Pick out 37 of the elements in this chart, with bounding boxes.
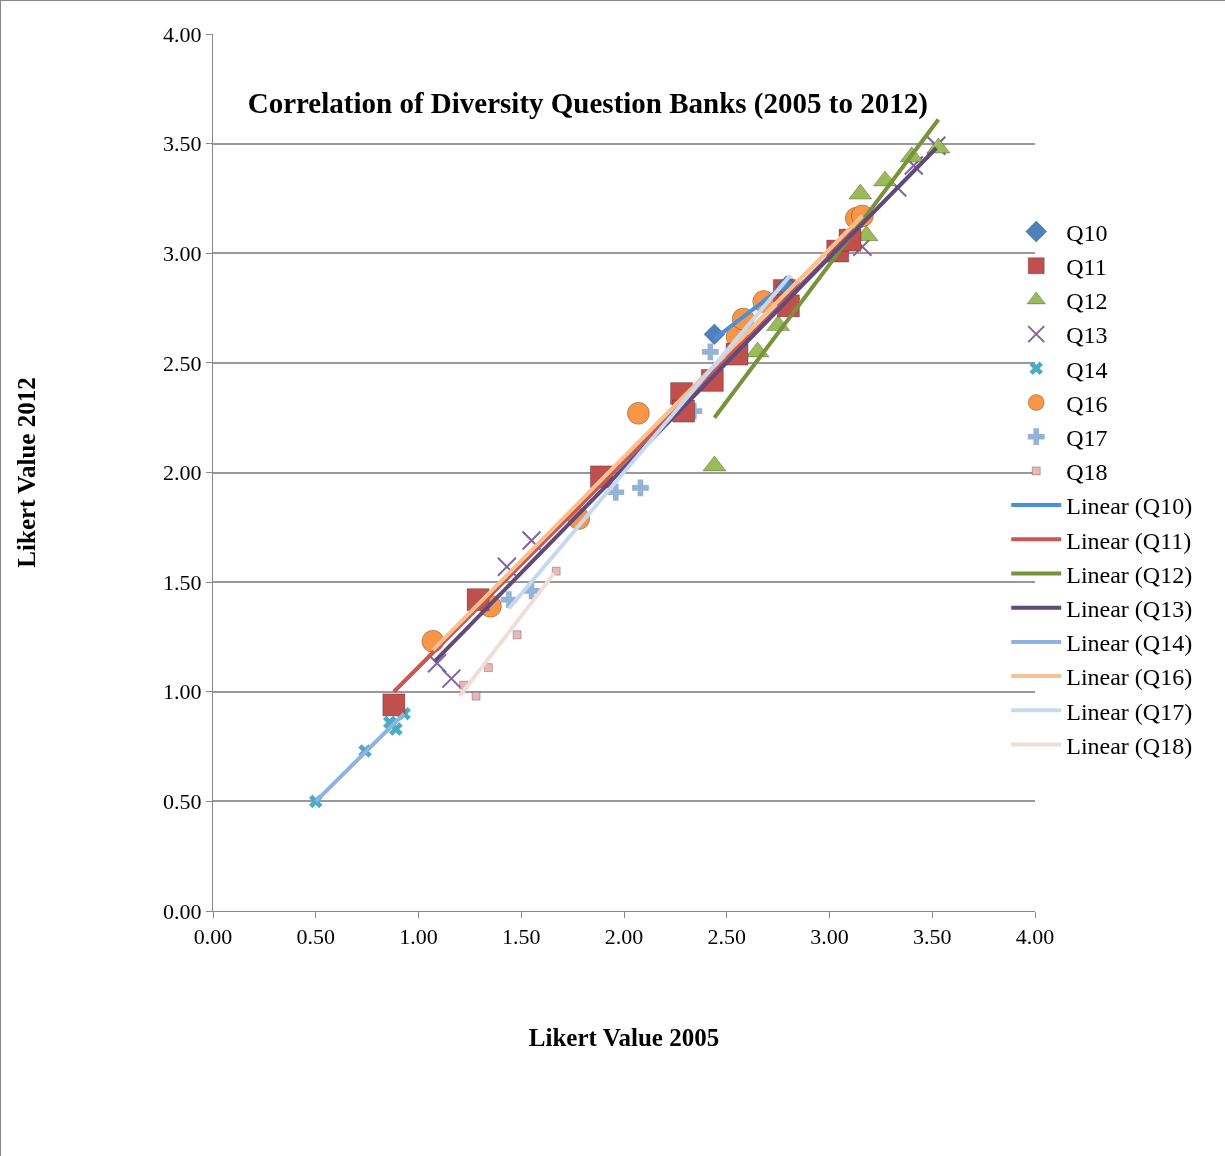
y-tick-label: 1.50 [163, 569, 202, 595]
legend-label: Q13 [1066, 322, 1108, 349]
legend-label: Linear (Q14) [1066, 630, 1193, 657]
x-axis-title: Likert Value 2005 [528, 1024, 720, 1052]
text: Correlation of Diversity Question Banks (2005 to 2012) [247, 86, 928, 120]
legend-label: Q18 [1066, 459, 1108, 486]
legend-label: Linear (Q11) [1066, 527, 1192, 554]
legend-label: Linear (Q13) [1066, 596, 1193, 623]
legend-label: Q11 [1066, 254, 1107, 281]
legend-label: Linear (Q16) [1066, 664, 1193, 691]
legend-label: Linear (Q10) [1066, 493, 1193, 520]
legend-label: Q10 [1066, 219, 1108, 246]
y-tick-label: 3.00 [163, 240, 202, 266]
legend-label: Linear (Q12) [1066, 561, 1193, 588]
y-tick-label: 1.00 [163, 679, 202, 705]
legend-label: Linear (Q17) [1066, 698, 1193, 725]
y-tick-label: 4.00 [163, 21, 202, 47]
legend-label: Linear (Q18) [1066, 732, 1193, 759]
y-tick-label: 2.00 [163, 460, 202, 486]
x-tick-label: 1.50 [502, 924, 541, 950]
legend-label: Q17 [1066, 425, 1108, 452]
x-tick-label: 3.00 [810, 924, 849, 950]
x-tick-label: 0.00 [193, 924, 233, 950]
legend-label: Q12 [1066, 288, 1108, 315]
x-tick-label: 1.00 [399, 924, 438, 950]
x-tick-label: 4.00 [1015, 924, 1055, 950]
x-tick-label: 2.50 [707, 924, 746, 950]
legend-label: Q16 [1066, 390, 1108, 417]
y-tick-label: 3.50 [163, 131, 202, 157]
y-tick-label: 2.50 [163, 350, 202, 376]
x-tick-label: 2.00 [604, 924, 644, 950]
x-tick-label: 3.50 [913, 924, 952, 950]
legend-label: Q14 [1066, 356, 1108, 383]
y-tick-label: 0.00 [163, 898, 202, 924]
y-axis-title: Likert Value 2012 [12, 377, 40, 568]
x-tick-label: 0.50 [296, 924, 335, 950]
y-tick-label: 0.50 [163, 789, 202, 815]
